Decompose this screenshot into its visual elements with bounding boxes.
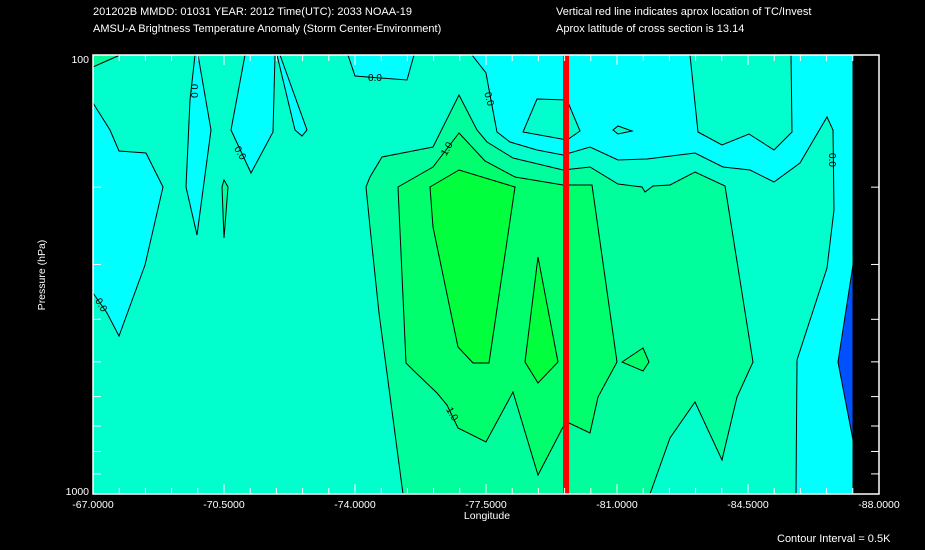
y-axis-label: Pressure (hPa) xyxy=(36,240,48,311)
no-data-strip xyxy=(853,55,879,494)
contour-region-green1 xyxy=(221,178,229,239)
tc-line-note: Vertical red line indicates aprox locati… xyxy=(556,6,812,18)
x-tick-label: -74.0000 xyxy=(334,499,376,511)
contour-region-green3 xyxy=(429,169,516,364)
x-tick-label: -77.5000 xyxy=(465,499,507,511)
contour-region-green3 xyxy=(524,256,559,384)
latitude-note: Aprox latitude of cross section is 13.14 xyxy=(556,23,745,35)
contour-interval-label: Contour Interval = 0.5K xyxy=(777,533,891,545)
header-line-1: 201202B MMDD: 01031 YEAR: 2012 Time(UTC)… xyxy=(93,6,412,18)
x-tick-label: -88.0000 xyxy=(858,499,900,511)
contour-region-green2 xyxy=(620,347,650,372)
y-tick-label: 1000 xyxy=(66,486,90,498)
contour-label: 0.0 xyxy=(368,73,382,84)
y-tick-label: 100 xyxy=(71,54,89,66)
contour-region-cyan xyxy=(470,54,854,495)
x-axis-label: Longitude xyxy=(464,510,510,522)
chart-title: AMSU-A Brightness Temperature Anomaly (S… xyxy=(93,23,442,35)
x-tick-label: -70.5000 xyxy=(203,499,245,511)
plot-frame xyxy=(92,54,880,495)
x-tick-label: -67.0000 xyxy=(72,499,114,511)
contour-label: 0.0 xyxy=(481,91,495,108)
contour-region-aqua xyxy=(612,125,634,135)
contour-label: 0.0 xyxy=(188,84,199,98)
contour-label: 0.0 xyxy=(826,153,837,167)
contour-region-aqua xyxy=(689,54,793,151)
x-tick-label: -81.0000 xyxy=(596,499,638,511)
contour-region-cyan xyxy=(92,101,164,338)
x-tick-label: -84.5000 xyxy=(727,499,769,511)
